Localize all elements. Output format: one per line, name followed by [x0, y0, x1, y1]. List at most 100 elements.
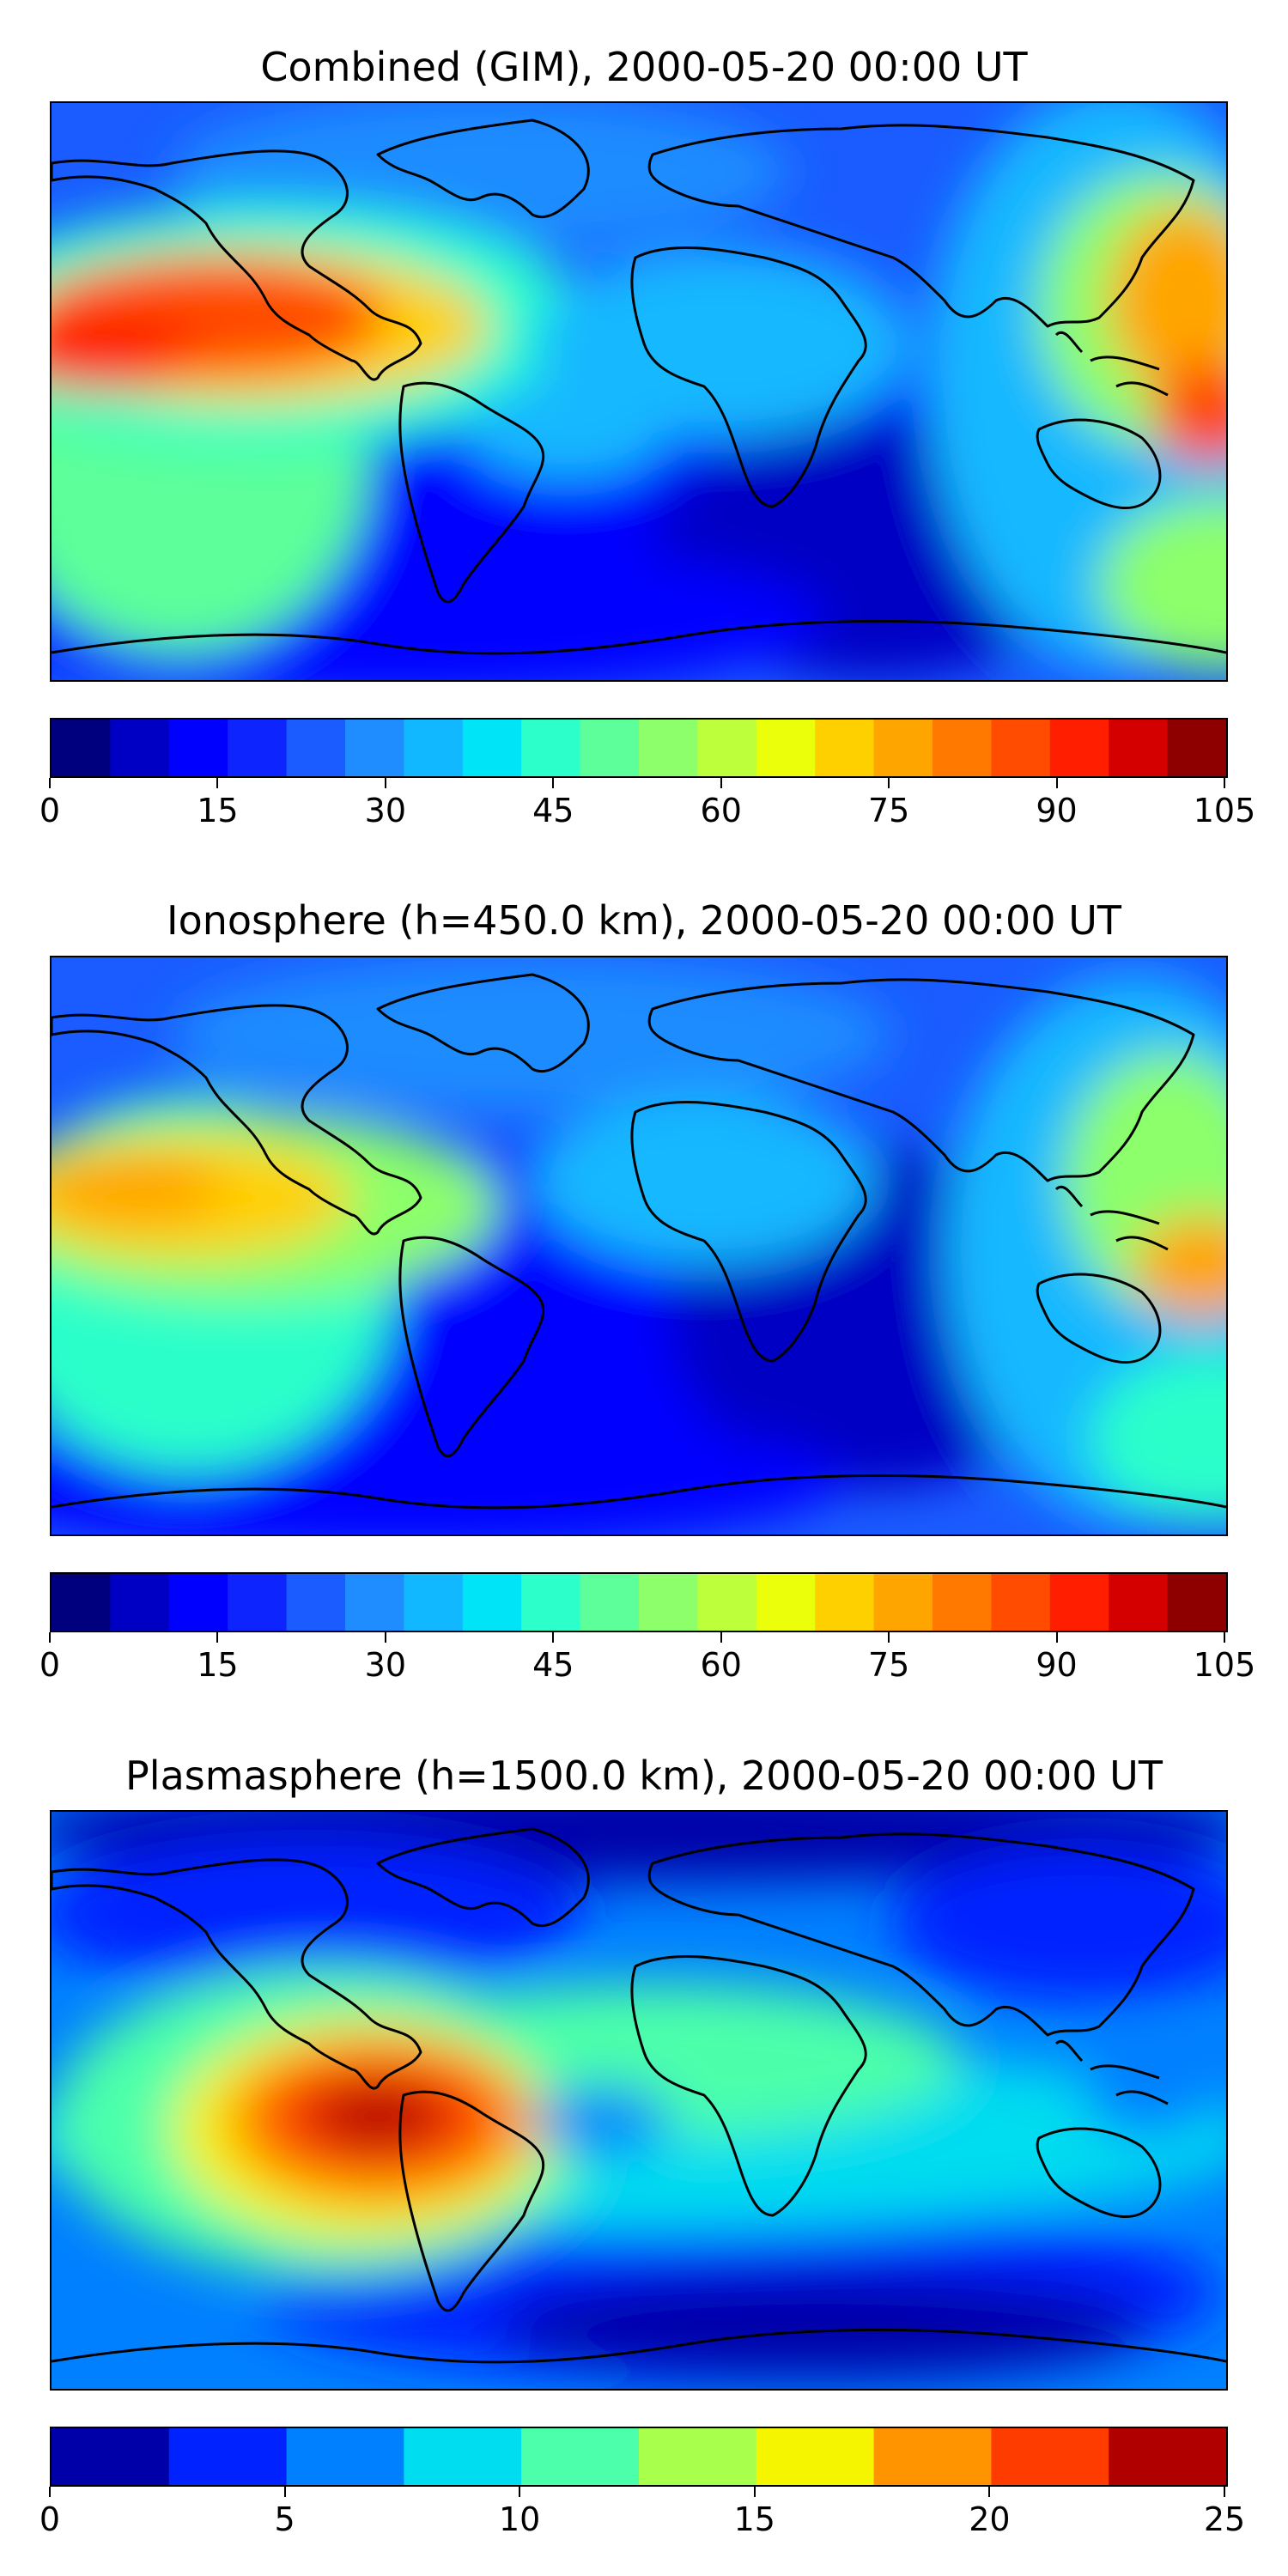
colorbar-segment — [991, 720, 1051, 776]
colorbar-segment — [639, 1574, 698, 1631]
colorbar-tick-label: 30 — [364, 792, 407, 829]
colorbar-segment — [1109, 1574, 1169, 1631]
colorbar-tick — [552, 778, 555, 788]
colorbar-tick — [1055, 1632, 1058, 1643]
colorbar-segment — [991, 2428, 1109, 2485]
colorbar-segment — [1049, 720, 1109, 776]
colorbar-segment — [404, 2428, 522, 2485]
colorbar-segment — [1109, 720, 1169, 776]
tec-map-plasmasphere — [50, 1810, 1228, 2391]
panel-title: Plasmasphere (h=1500.0 km), 2000-05-20 0… — [125, 1753, 1163, 1799]
colorbar-tick-label: 0 — [39, 792, 61, 829]
colorbar-ticks: 0 15 30 45 60 75 90 105 — [39, 778, 1255, 829]
colorbar-tick — [720, 778, 722, 788]
colorbar-segment — [815, 1574, 875, 1631]
colorbar-tick-label: 5 — [274, 2500, 295, 2538]
colorbar-segment — [933, 1574, 992, 1631]
colorbar-segment — [1049, 1574, 1109, 1631]
colorbar-segment — [639, 2428, 757, 2485]
colorbar-ticks: 0 5 10 15 20 25 — [39, 2487, 1245, 2538]
colorbar-segment — [228, 720, 288, 776]
colorbar-tick — [1224, 2487, 1225, 2497]
colorbar-tick-label: 60 — [700, 1646, 742, 1684]
colorbar-tick-label: 45 — [532, 1646, 574, 1684]
colorbar-tick-label: 15 — [733, 2500, 775, 2538]
colorbar-tick-label: 60 — [700, 792, 742, 829]
colorbar — [50, 2427, 1228, 2487]
coastlines — [52, 1827, 1226, 2364]
colorbar-tick — [720, 1632, 722, 1643]
colorbar-tick-label: 105 — [1193, 792, 1256, 829]
colorbar-segment — [873, 2428, 992, 2485]
colorbar-tick — [216, 778, 219, 788]
colorbar-tick-label: 90 — [1036, 1646, 1078, 1684]
colorbar-segment — [873, 1574, 933, 1631]
colorbar-tick-label: 30 — [364, 1646, 407, 1684]
colorbar-ticks: 0 15 30 45 60 75 90 105 — [39, 1632, 1255, 1684]
colorbar-segment — [345, 720, 404, 776]
colorbar-tick-label: 15 — [197, 1646, 239, 1684]
colorbar-segment — [286, 720, 346, 776]
colorbar — [50, 1572, 1228, 1632]
colorbar-tick-label: 0 — [39, 1646, 61, 1684]
colorbar-segment — [639, 720, 698, 776]
colorbar-segment — [991, 1574, 1051, 1631]
colorbar — [50, 718, 1228, 778]
colorbar-segment — [110, 1574, 170, 1631]
colorbar-tick — [49, 1632, 51, 1643]
colorbar-segment — [933, 720, 992, 776]
colorbar-segment — [462, 1574, 522, 1631]
colorbar-segment — [756, 2428, 875, 2485]
colorbar-segment — [345, 1574, 404, 1631]
colorbar-tick — [1055, 778, 1058, 788]
colorbar-segment — [697, 720, 757, 776]
colorbar-segment — [815, 720, 875, 776]
colorbar-tick — [753, 2487, 756, 2497]
colorbar-segment — [697, 1574, 757, 1631]
colorbar-segment — [756, 720, 816, 776]
coastlines — [52, 118, 1226, 655]
colorbar-tick — [888, 778, 890, 788]
colorbar-segment — [580, 720, 640, 776]
colorbar-segment — [873, 720, 933, 776]
colorbar-segment — [521, 2428, 640, 2485]
tec-map-combined — [50, 101, 1228, 682]
colorbar-segment — [52, 1574, 111, 1631]
colorbar-tick — [384, 778, 386, 788]
colorbar-segment — [756, 1574, 816, 1631]
panel-title: Combined (GIM), 2000-05-20 00:00 UT — [260, 44, 1028, 90]
colorbar-tick — [49, 778, 51, 788]
colorbar-tick — [519, 2487, 521, 2497]
colorbar-segment — [1167, 720, 1226, 776]
colorbar-tick-label: 25 — [1203, 2500, 1246, 2538]
colorbar-tick-label: 105 — [1193, 1646, 1256, 1684]
colorbar-segment — [110, 720, 170, 776]
colorbar-segment — [168, 1574, 228, 1631]
colorbar-tick — [1224, 778, 1225, 788]
colorbar-tick-label: 15 — [197, 792, 239, 829]
colorbar-segment — [521, 1574, 581, 1631]
colorbar-segment — [404, 1574, 464, 1631]
colorbar-segment — [1167, 1574, 1226, 1631]
colorbar-segment — [580, 1574, 640, 1631]
colorbar-segment — [168, 720, 228, 776]
colorbar-tick — [988, 2487, 991, 2497]
panel-title: Ionosphere (h=450.0 km), 2000-05-20 00:0… — [167, 897, 1121, 944]
colorbar-segment — [52, 720, 111, 776]
colorbar-segment — [228, 1574, 288, 1631]
colorbar-tick — [384, 1632, 386, 1643]
colorbar-segment — [1109, 2428, 1226, 2485]
colorbar-segment — [286, 2428, 404, 2485]
colorbar-tick-label: 75 — [867, 1646, 910, 1684]
colorbar-tick — [283, 2487, 286, 2497]
colorbar-segment — [521, 720, 581, 776]
colorbar-tick — [49, 2487, 51, 2497]
colorbar-tick — [888, 1632, 890, 1643]
colorbar-segment — [52, 2428, 170, 2485]
colorbar-tick-label: 75 — [867, 792, 910, 829]
coastlines — [52, 973, 1226, 1510]
colorbar-segment — [462, 720, 522, 776]
colorbar-tick — [1224, 1632, 1225, 1643]
colorbar-tick-label: 90 — [1036, 792, 1078, 829]
colorbar-tick — [216, 1632, 219, 1643]
